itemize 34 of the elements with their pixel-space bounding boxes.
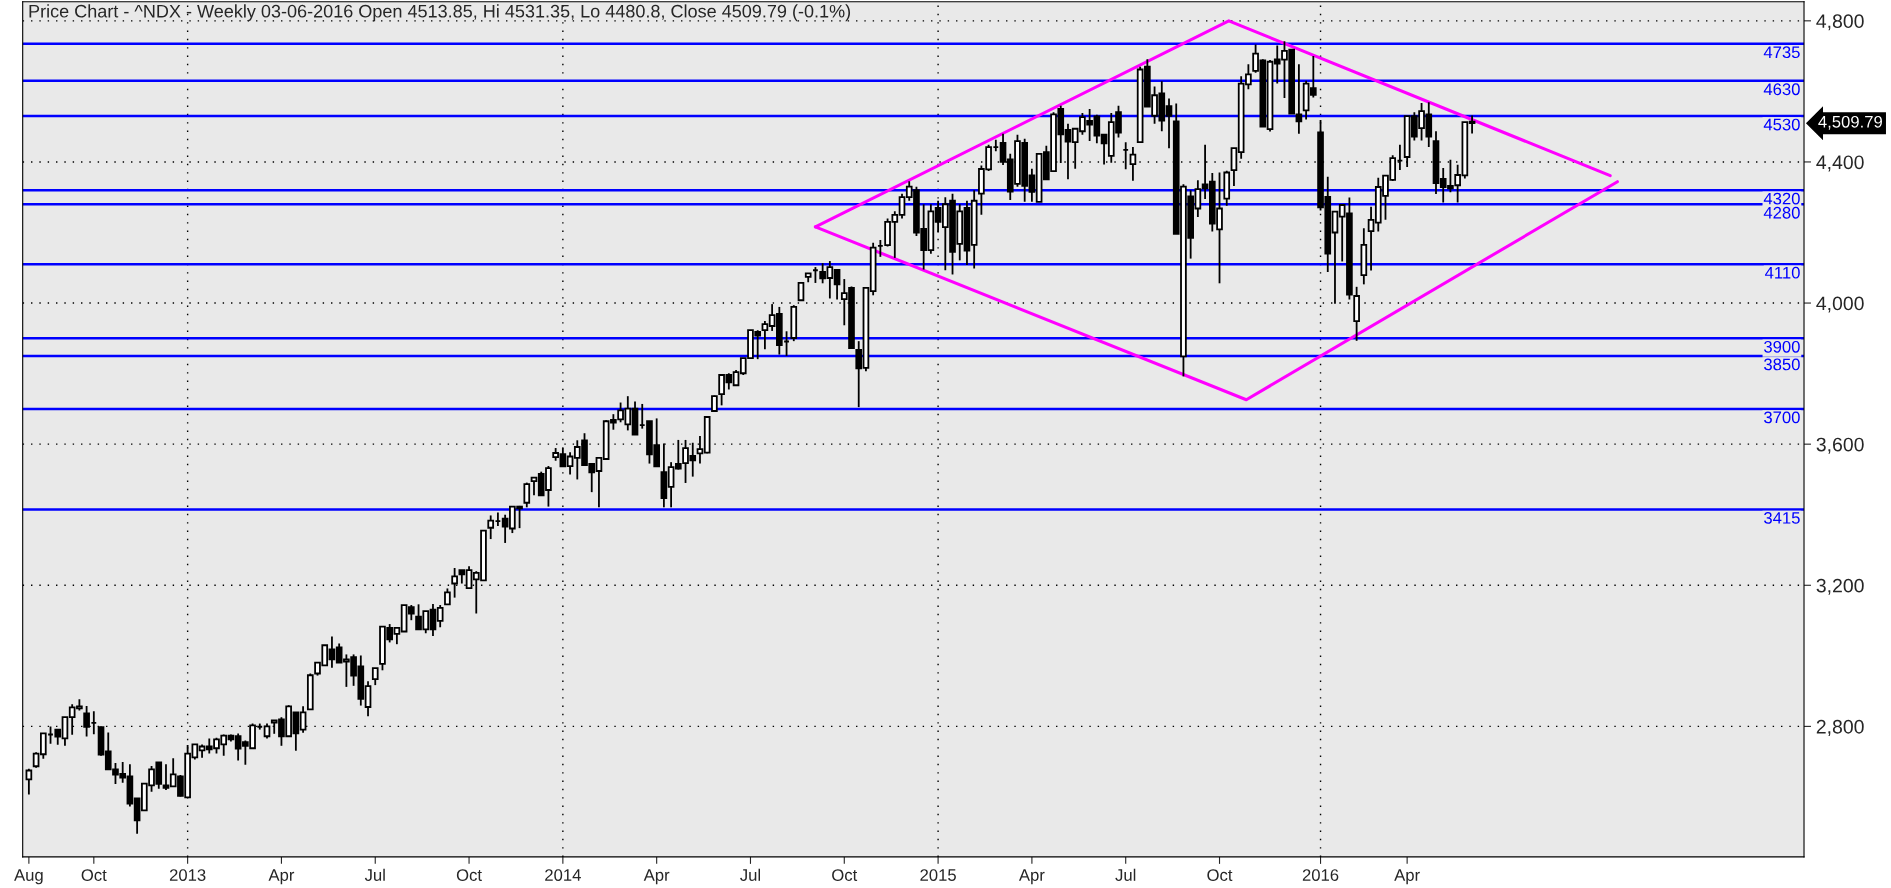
x-tick-label: Oct xyxy=(1207,869,1233,881)
x-tick-label: Oct xyxy=(832,869,858,881)
ref-line-label: 3900 xyxy=(1764,340,1800,353)
x-tick-label: Jul xyxy=(1115,868,1136,881)
ref-line-label: 4630 xyxy=(1763,83,1800,96)
x-tick-label: Aug xyxy=(14,869,43,885)
chart-title: Price Chart - ^NDX - Weekly 03-06-2016 Open 4513.85, Hi 4531.35, Lo 4480.8, Close 4509.79 (-0.1%) xyxy=(29,4,851,22)
ref-line-label: 4280 xyxy=(1763,206,1800,219)
text: 4,509.79 xyxy=(1818,115,1882,130)
x-tick-label: Oct xyxy=(81,869,107,881)
y-tick-label: 4,400 xyxy=(1816,155,1864,172)
x-tick-label: 2014 xyxy=(545,869,581,881)
y-tick-label: 2,800 xyxy=(1816,719,1864,736)
ref-line-label: 4735 xyxy=(1763,46,1800,59)
ref-line-label: 4320 xyxy=(1763,192,1800,205)
ref-line-label: 3415 xyxy=(1764,511,1800,524)
ref-line-label: 4530 xyxy=(1763,118,1800,131)
ref-line-label: 3850 xyxy=(1764,358,1800,371)
x-tick-label: Apr xyxy=(643,869,670,885)
x-tick-label: 2015 xyxy=(920,869,956,881)
y-tick-label: 3,600 xyxy=(1816,437,1864,454)
x-tick-label: Jul xyxy=(740,868,761,881)
ref-line-label: 4110 xyxy=(1764,266,1800,279)
x-tick-label: 2016 xyxy=(1302,869,1339,881)
ref-line-label: 3700 xyxy=(1764,411,1800,424)
x-tick-label: 2013 xyxy=(169,869,206,881)
x-tick-label: Jul xyxy=(364,868,385,881)
x-tick-label: Oct xyxy=(456,869,482,881)
x-tick-label: Apr xyxy=(1018,869,1045,885)
y-tick-label: 4,000 xyxy=(1816,296,1864,313)
x-tick-label: Apr xyxy=(1394,869,1420,885)
x-tick-label: Apr xyxy=(268,869,295,885)
y-tick-label: 4,800 xyxy=(1816,14,1864,31)
y-tick-label: 3,200 xyxy=(1816,578,1864,595)
